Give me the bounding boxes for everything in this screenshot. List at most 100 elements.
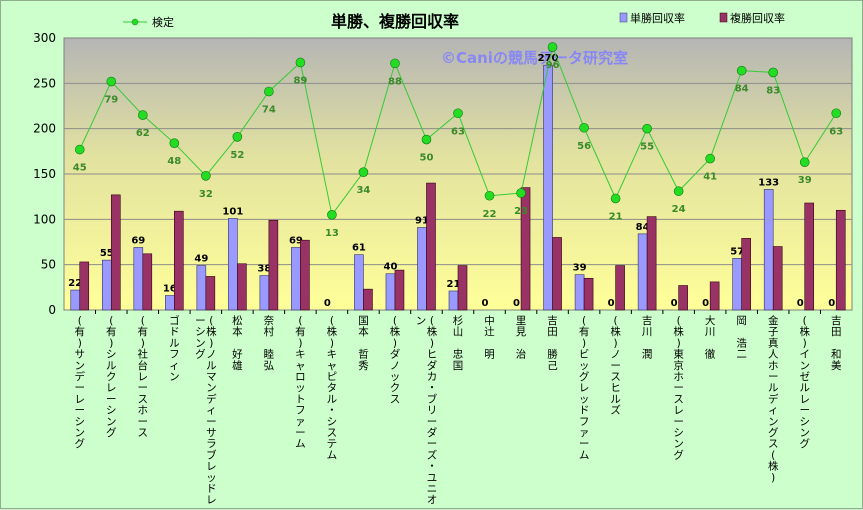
x-category-label: 国本 哲秀 — [358, 315, 369, 372]
kentei-point — [232, 132, 243, 142]
tansho-value-label: 39 — [573, 263, 587, 274]
tansho-value-label: 21 — [447, 279, 461, 290]
fukusho-bar — [142, 253, 153, 311]
tansho-value-label: 61 — [352, 243, 366, 254]
kentei-value-label: 48 — [167, 156, 181, 167]
fukusho-bar — [709, 281, 720, 311]
fukusho-bar — [835, 209, 846, 311]
x-category-label: 吉田 勝己 — [547, 315, 558, 372]
kentei-point — [831, 108, 842, 119]
kentei-value-label: 23 — [514, 206, 528, 217]
x-category-label: (株)ダノックス — [390, 315, 401, 405]
kentei-value-label: 41 — [703, 172, 717, 183]
tansho-bar — [732, 258, 742, 311]
kentei-point — [138, 110, 148, 120]
fukusho-bar — [205, 276, 216, 311]
legend-fukusho-label: 複勝回収率 — [730, 11, 785, 25]
kentei-point — [169, 138, 180, 148]
kentei-point — [768, 67, 779, 78]
legend-tansho-label: 単勝回収率 — [630, 11, 685, 25]
x-category-label: (有)キャロットファーム — [295, 315, 306, 450]
kentei-point — [736, 65, 747, 76]
y-tick-label: 300 — [33, 31, 56, 45]
watermark: ©Caniの競馬データ研究室 — [441, 49, 628, 67]
kentei-value-label: 96 — [546, 60, 560, 71]
y-tick-label: 50 — [41, 258, 56, 272]
fukusho-bar — [615, 265, 625, 311]
kentei-point — [390, 58, 400, 69]
fukusho-bar — [268, 219, 279, 311]
tansho-value-label: 38 — [257, 264, 271, 275]
y-tick-label: 100 — [33, 212, 56, 226]
fukusho-bar — [520, 187, 531, 311]
fukusho-bar — [394, 269, 405, 311]
y-tick-label: 250 — [33, 76, 56, 90]
legend-tansho-swatch — [619, 12, 628, 23]
x-category-label: (株)インゼルレーシング — [799, 315, 810, 450]
tansho-bar — [574, 274, 585, 311]
tansho-value-label: 40 — [383, 262, 397, 273]
kentei-point — [421, 134, 432, 145]
x-category-label: 岡 浩二 — [736, 315, 747, 361]
kentei-point — [547, 42, 558, 52]
kentei-value-label: 13 — [325, 228, 339, 239]
tansho-value-label: 0 — [797, 298, 804, 309]
tansho-value-label: 84 — [636, 222, 650, 233]
tansho-value-label: 0 — [324, 298, 331, 309]
kentei-point — [610, 193, 621, 204]
tansho-value-label: 0 — [702, 298, 709, 309]
fukusho-bar — [678, 285, 688, 311]
kentei-value-label: 21 — [609, 211, 623, 222]
x-category-label: (株)ヒダカ・ブリーダーズ・ユニオン — [416, 315, 438, 506]
x-category-label: (株)ノースヒルズ — [610, 315, 621, 417]
kentei-value-label: 63 — [829, 126, 843, 137]
fukusho-bar — [552, 237, 562, 311]
kentei-point — [516, 188, 526, 198]
fukusho-bar — [426, 182, 436, 311]
kentei-point — [799, 157, 810, 168]
kentei-value-label: 89 — [293, 75, 307, 86]
kentei-point — [642, 123, 652, 134]
tansho-bar — [354, 254, 364, 311]
fukusho-bar — [646, 216, 657, 311]
fukusho-bar — [79, 261, 90, 311]
tansho-value-label: 0 — [671, 298, 678, 309]
tansho-value-label: 69 — [131, 235, 145, 246]
tansho-value-label: 0 — [828, 298, 835, 309]
fukusho-bar — [110, 194, 121, 311]
kentei-point — [673, 186, 684, 197]
legend: 検定 単勝回収率 複勝回収率 — [123, 11, 785, 29]
kentei-point — [579, 122, 589, 133]
kentei-value-label: 84 — [735, 84, 749, 95]
kentei-value-label: 56 — [577, 141, 591, 152]
tansho-value-label: 270 — [538, 53, 559, 64]
bars-group: 22 55 69 16 49 101 38 69 0 61 40 91 21 0 0 270 39 0 84 0 0 57… — [68, 53, 846, 311]
kentei-value-label: 83 — [766, 85, 780, 96]
kentei-point — [453, 108, 463, 119]
kentei-value-label: 74 — [262, 104, 276, 115]
kentei-point — [705, 153, 715, 164]
x-category-label: 奈村 睦弘 — [264, 314, 275, 372]
tansho-bar — [259, 275, 270, 311]
tansho-bar — [763, 189, 774, 311]
kentei-point — [106, 76, 117, 87]
kentei-point — [358, 167, 369, 177]
x-category-label: 杉山 忠国 — [453, 314, 464, 372]
tansho-value-label: 49 — [194, 254, 208, 265]
kentei-point — [264, 86, 274, 97]
x-category-label: 吉田 和美 — [831, 315, 842, 372]
fukusho-bar — [457, 265, 468, 311]
x-category-label: (有)サンデーレーシング — [75, 315, 86, 450]
x-category-label: 里見 治 — [516, 315, 527, 361]
x-category-label: ゴドルフィン — [169, 314, 180, 383]
fukusho-bar — [804, 202, 815, 311]
kentei-point — [74, 144, 85, 155]
tansho-value-label: 16 — [163, 283, 177, 294]
x-category-label: (株)ノルマンディーサラブレッドレーシング — [195, 315, 217, 506]
kentei-value-label: 32 — [199, 189, 213, 200]
kentei-value-label: 55 — [640, 142, 654, 153]
tansho-value-label: 101 — [222, 206, 243, 217]
tansho-value-label: 0 — [608, 298, 615, 309]
tansho-bar — [543, 64, 553, 311]
